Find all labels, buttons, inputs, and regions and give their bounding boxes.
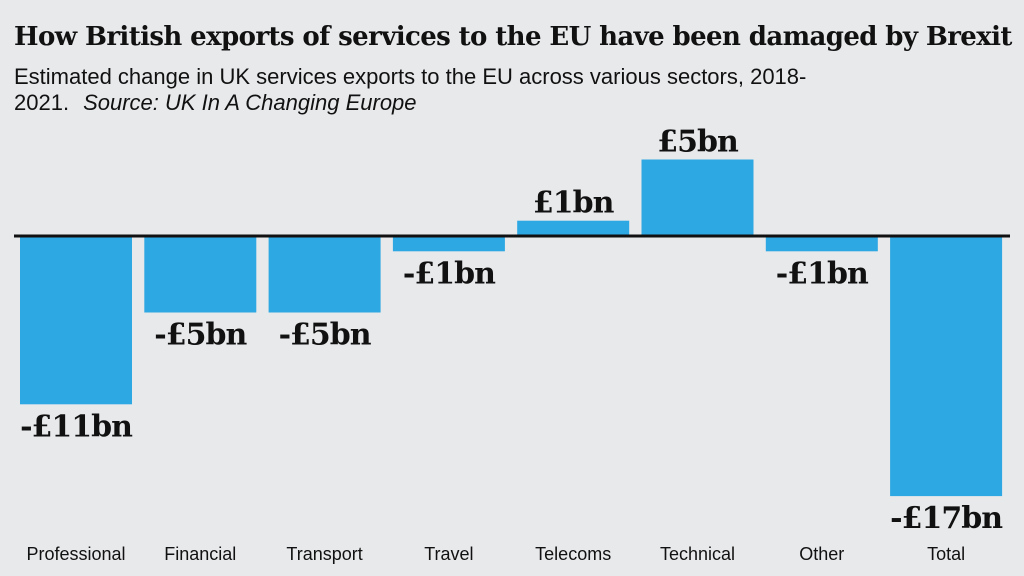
source-note: Source: UK In A Changing Europe — [83, 90, 417, 115]
bars-group — [20, 159, 1003, 497]
bar-travel — [392, 236, 505, 252]
value-label-other: -£1bn — [776, 256, 869, 291]
category-label-technical: Technical — [660, 544, 735, 564]
chart-title: How British exports of services to the E… — [14, 22, 1012, 52]
bar-total — [890, 236, 1003, 497]
category-label-telecoms: Telecoms — [535, 544, 611, 564]
bar-financial — [144, 236, 257, 313]
bar-professional — [20, 236, 132, 405]
value-label-telecoms: £1bn — [533, 186, 615, 221]
category-label-travel: Travel — [424, 544, 473, 564]
bar-transport — [268, 236, 381, 313]
bar-technical — [641, 159, 754, 236]
category-label-professional: Professional — [26, 544, 125, 564]
category-label-total: Total — [927, 544, 965, 564]
value-label-technical: £5bn — [657, 125, 739, 160]
category-label-financial: Financial — [164, 544, 236, 564]
value-label-professional: -£11bn — [20, 409, 133, 444]
chart-subtitle: Estimated change in UK services exports … — [14, 64, 834, 116]
category-labels-group: Professional Financial Transport Travel Tele… — [26, 544, 965, 564]
category-label-transport: Transport — [286, 544, 362, 564]
bar-other — [765, 236, 878, 252]
value-label-total: -£17bn — [890, 501, 1003, 536]
category-label-other: Other — [799, 544, 844, 564]
bar-telecoms — [517, 220, 630, 236]
value-label-travel: -£1bn — [403, 256, 496, 291]
value-labels-group: -£11bn -£5bn -£5bn -£1bn £1bn £5bn -£1bn -£17bn — [20, 125, 1004, 537]
value-label-financial: -£5bn — [154, 318, 247, 353]
value-label-transport: -£5bn — [279, 318, 372, 353]
subtitle-text: Estimated change in UK services exports … — [14, 64, 807, 115]
